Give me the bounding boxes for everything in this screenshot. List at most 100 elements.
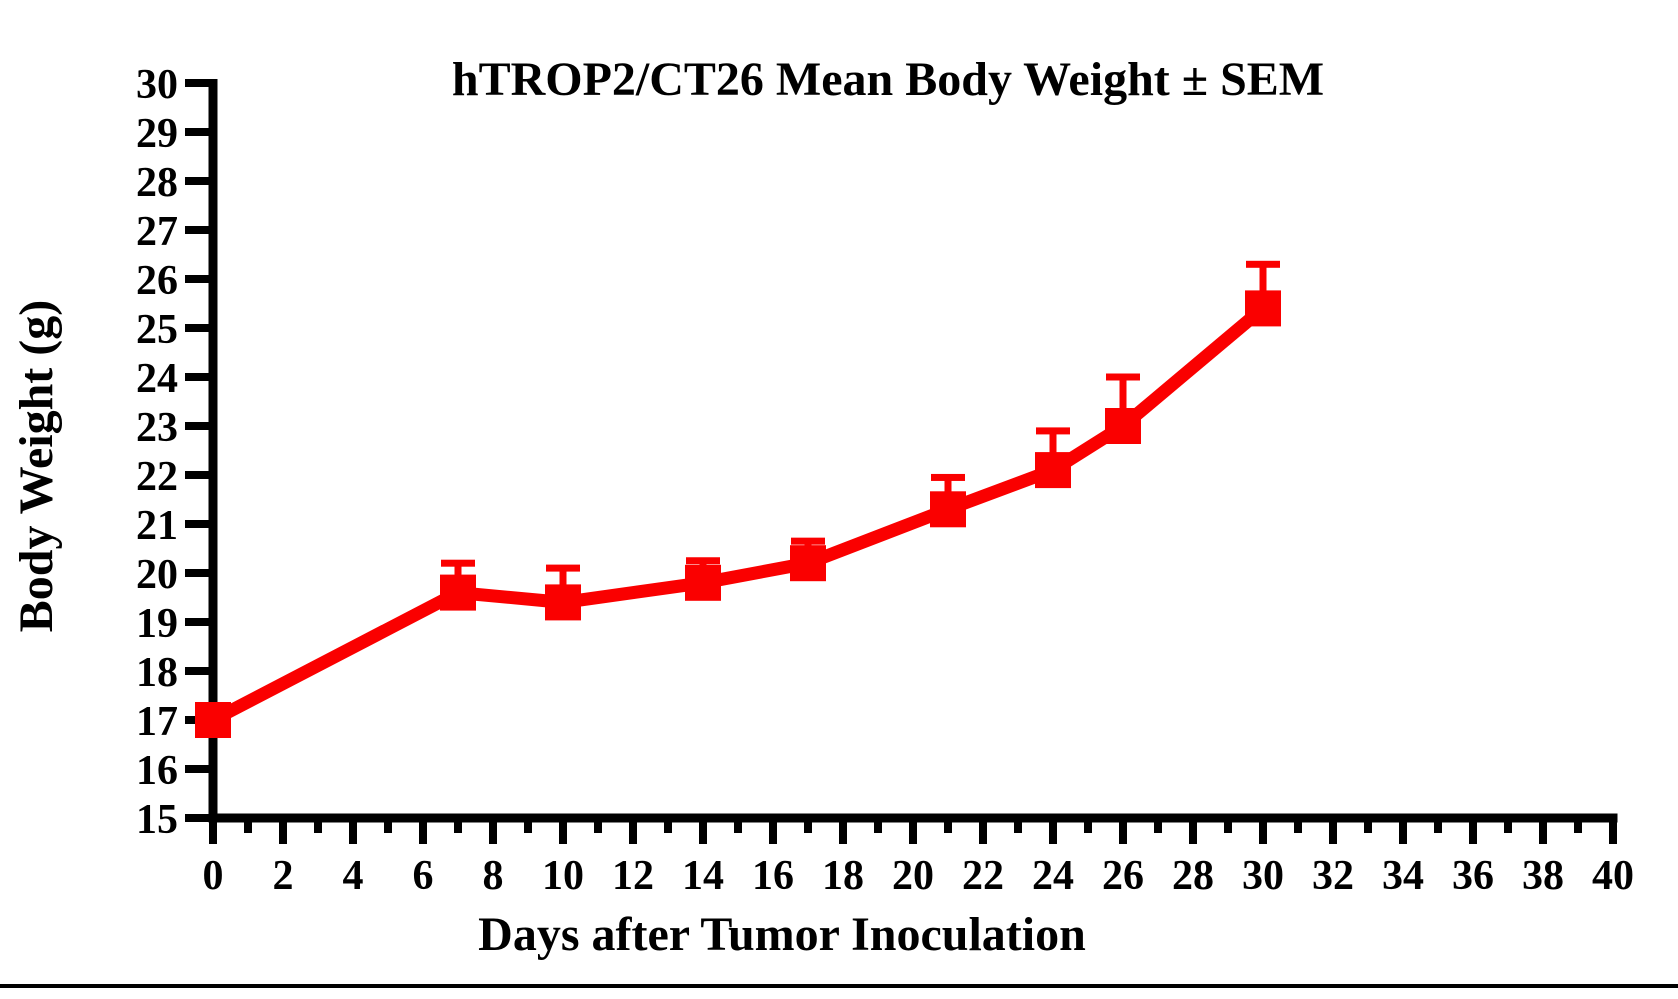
x-tick-label: 38: [1522, 853, 1564, 899]
y-tick: [185, 373, 213, 381]
data-point-marker: [545, 584, 581, 621]
error-bar-cap: [686, 557, 720, 565]
x-minor-tick: [314, 818, 322, 833]
y-tick-label: 29: [136, 111, 178, 157]
y-tick-label: 17: [136, 699, 178, 745]
x-major-tick: [979, 818, 987, 844]
y-tick: [185, 177, 213, 185]
x-tick-label: 0: [203, 853, 224, 899]
y-tick: [185, 79, 213, 87]
x-major-tick: [1399, 818, 1407, 844]
y-tick: [185, 128, 213, 136]
y-axis-title: Body Weight (g): [10, 300, 63, 632]
data-point-marker: [1245, 290, 1281, 327]
x-minor-tick: [944, 818, 952, 833]
error-bar-cap: [1036, 427, 1070, 435]
error-bar-cap: [546, 564, 580, 572]
x-minor-tick: [804, 818, 812, 833]
x-major-tick: [559, 818, 567, 844]
x-major-tick: [1329, 818, 1337, 844]
y-tick-label: 22: [136, 454, 178, 500]
x-minor-tick: [1294, 818, 1302, 833]
x-major-tick: [1259, 818, 1267, 844]
data-point-marker: [440, 574, 476, 611]
error-bar-cap: [1246, 260, 1280, 268]
x-minor-tick: [1084, 818, 1092, 833]
x-tick-label: 2: [273, 853, 294, 899]
x-tick-label: 12: [612, 853, 654, 899]
x-major-tick: [699, 818, 707, 844]
y-tick: [185, 569, 213, 577]
x-tick-label: 16: [752, 853, 794, 899]
x-tick-label: 14: [682, 853, 724, 899]
x-major-tick: [1189, 818, 1197, 844]
error-bar-cap: [791, 537, 825, 545]
x-minor-tick: [594, 818, 602, 833]
y-tick: [185, 471, 213, 479]
y-axis-line: [208, 79, 218, 822]
series-line: [210, 303, 1268, 726]
x-tick-label: 36: [1452, 853, 1494, 899]
x-major-tick: [769, 818, 777, 844]
x-major-tick: [909, 818, 917, 844]
y-tick-label: 30: [136, 62, 178, 108]
x-tick-label: 24: [1032, 853, 1074, 899]
x-tick-label: 4: [343, 853, 364, 899]
y-tick-label: 19: [136, 601, 178, 647]
x-tick-label: 20: [892, 853, 934, 899]
x-minor-tick: [1574, 818, 1582, 833]
x-minor-tick: [524, 818, 532, 833]
bottom-rule: [0, 984, 1678, 988]
error-bar-cap: [931, 473, 965, 481]
x-minor-tick: [1434, 818, 1442, 833]
x-major-tick: [1049, 818, 1057, 844]
y-tick-label: 18: [136, 650, 178, 696]
x-tick-label: 28: [1172, 853, 1214, 899]
error-bar: [1259, 264, 1267, 309]
y-tick-label: 15: [136, 797, 178, 843]
y-tick: [185, 422, 213, 430]
x-minor-tick: [384, 818, 392, 833]
y-tick: [185, 618, 213, 626]
data-point-marker: [930, 491, 966, 528]
x-major-tick: [1539, 818, 1547, 844]
y-tick: [185, 814, 213, 822]
x-major-tick: [839, 818, 847, 844]
x-major-tick: [279, 818, 287, 844]
data-point-marker: [790, 545, 826, 582]
y-tick-label: 16: [136, 748, 178, 794]
error-bar-cap: [441, 559, 475, 567]
error-bar: [1119, 377, 1127, 426]
x-minor-tick: [874, 818, 882, 833]
x-major-tick: [349, 818, 357, 844]
y-tick-label: 26: [136, 258, 178, 304]
x-major-tick: [489, 818, 497, 844]
x-minor-tick: [454, 818, 462, 833]
y-tick: [185, 324, 213, 332]
x-axis-title: Days after Tumor Inoculation: [478, 908, 1086, 961]
x-major-tick: [1469, 818, 1477, 844]
x-minor-tick: [734, 818, 742, 833]
x-tick-label: 32: [1312, 853, 1354, 899]
x-minor-tick: [244, 818, 252, 833]
y-tick: [185, 765, 213, 773]
y-tick: [185, 667, 213, 675]
y-tick-label: 20: [136, 552, 178, 598]
x-major-tick: [629, 818, 637, 844]
y-tick-label: 21: [136, 503, 178, 549]
y-tick-label: 23: [136, 405, 178, 451]
y-tick: [185, 275, 213, 283]
x-tick-label: 6: [413, 853, 434, 899]
data-point-marker: [685, 564, 721, 601]
y-tick: [185, 226, 213, 234]
x-minor-tick: [1014, 818, 1022, 833]
y-tick: [185, 520, 213, 528]
chart-title: hTROP2/CT26 Mean Body Weight ± SEM: [452, 53, 1324, 106]
x-major-tick: [1609, 818, 1617, 844]
y-tick-label: 27: [136, 209, 178, 255]
x-minor-tick: [664, 818, 672, 833]
x-tick-label: 22: [962, 853, 1004, 899]
y-tick-label: 25: [136, 307, 178, 353]
